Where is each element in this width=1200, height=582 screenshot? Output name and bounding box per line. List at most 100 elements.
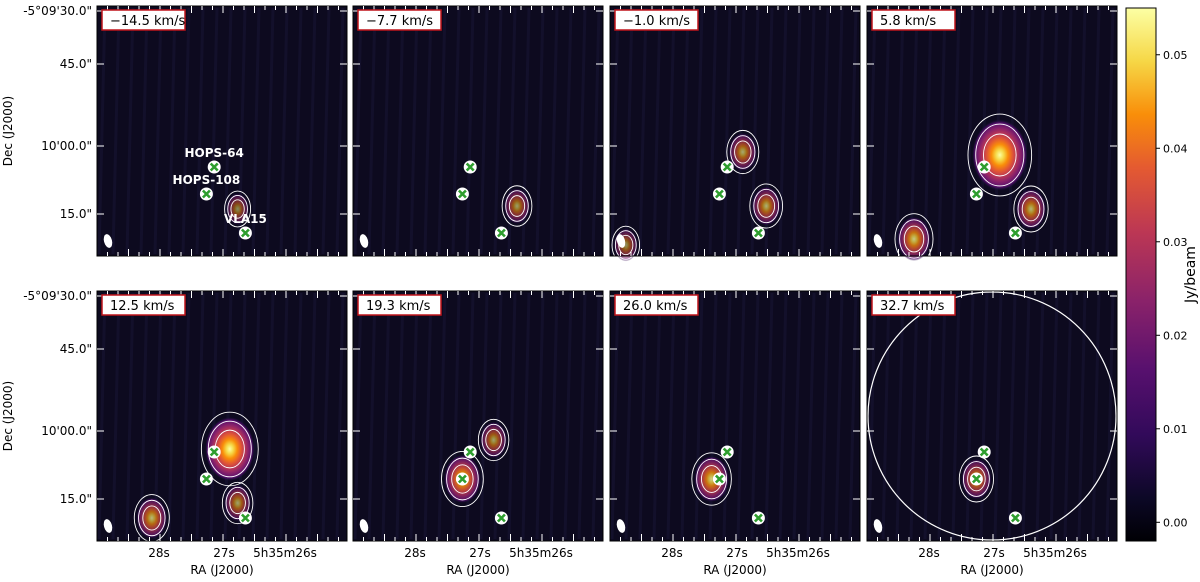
noise-stripe <box>638 292 648 540</box>
emission-blob <box>504 188 530 224</box>
x-tick-label: 5h35m26s <box>253 546 317 560</box>
noise-stripe <box>867 7 877 255</box>
noise-stripe <box>279 7 289 255</box>
emission-contour <box>967 466 986 492</box>
noise-stripe <box>624 7 634 255</box>
emission-contour <box>726 129 760 175</box>
emission-contour <box>477 418 510 462</box>
noise-stripe <box>848 292 858 540</box>
colorbar-tick-label: 0.05 <box>1163 49 1188 62</box>
channel-panel: 12.5 km/s -5°09'30.0" 45.0" 10'00.0" 15.0" De… <box>1 289 348 577</box>
source-label: VLA15 <box>224 212 267 226</box>
noise-stripe <box>591 7 601 255</box>
noise-stripe <box>111 7 121 255</box>
emission-contour <box>696 458 728 500</box>
noise-stripe <box>423 292 433 540</box>
emission-contour <box>225 486 250 520</box>
emission-blob <box>897 217 931 261</box>
noise-stripe <box>307 7 317 255</box>
noise-stripe <box>335 292 345 540</box>
source-marker-cross <box>457 189 467 199</box>
noise-stripe <box>139 7 149 255</box>
noise-stripe <box>736 7 746 255</box>
y-axis-label: Dec (J2000) <box>1 381 15 451</box>
source-label: HOPS-108 <box>173 173 241 187</box>
noise-stripe <box>979 292 989 540</box>
velocity-label-box <box>614 9 699 31</box>
noise-stripe <box>1007 292 1017 540</box>
noise-stripe <box>251 292 261 540</box>
noise-stripe <box>624 292 634 540</box>
panel-frame <box>609 290 861 542</box>
noise-stripe <box>381 292 391 540</box>
colorbar-gradient <box>1125 7 1157 542</box>
noise-stripe <box>923 292 933 540</box>
panel-frame <box>609 5 861 257</box>
noise-stripe <box>367 292 377 540</box>
noise-stripe <box>764 292 774 540</box>
noise-stripe <box>395 7 405 255</box>
y-tick-label: -5°09'30.0" <box>23 4 92 18</box>
noise-stripe <box>125 7 135 255</box>
emission-contour <box>734 140 752 164</box>
noise-stripe <box>465 7 475 255</box>
source-marker-cross <box>209 447 219 457</box>
velocity-label-box <box>357 294 442 316</box>
noise-stripe <box>951 292 961 540</box>
emission-blob <box>694 456 729 502</box>
primary-beam-circle <box>867 291 1117 541</box>
noise-stripe <box>209 7 219 255</box>
beam-ellipse <box>359 519 369 533</box>
source-marker-cross <box>979 447 989 457</box>
noise-stripe <box>479 7 489 255</box>
noise-stripe <box>535 292 545 540</box>
source-marker-cross <box>465 162 475 172</box>
velocity-label: 19.3 km/s <box>366 299 431 314</box>
x-axis-label: RA (J2000) <box>960 563 1023 577</box>
noise-stripe <box>965 7 975 255</box>
emission-contour <box>138 499 166 537</box>
source-label: HOPS-64 <box>185 146 244 160</box>
velocity-label: 32.7 km/s <box>880 299 945 314</box>
noise-stripe <box>1077 7 1087 255</box>
noise-stripe <box>507 292 517 540</box>
x-axis-label: RA (J2000) <box>190 563 253 577</box>
noise-stripe <box>694 7 704 255</box>
noise-stripe <box>909 7 919 255</box>
noise-stripe <box>834 292 844 540</box>
source-marker-cross <box>496 228 506 238</box>
noise-stripe <box>307 292 317 540</box>
colorbar-tick-label: 0.03 <box>1163 236 1188 249</box>
beam-ellipse <box>103 519 113 533</box>
y-tick-label: 15.0" <box>60 492 92 506</box>
noise-stripe <box>666 7 676 255</box>
velocity-label-box <box>357 9 442 31</box>
noise-stripe <box>1063 292 1073 540</box>
noise-stripe <box>321 292 331 540</box>
source-marker-cross <box>979 162 989 172</box>
noise-stripe <box>1063 7 1073 255</box>
emission-blob <box>751 186 781 226</box>
source-marker-cross <box>457 474 467 484</box>
noise-stripe <box>353 292 363 540</box>
noise-stripe <box>1105 292 1115 540</box>
noise-stripe <box>895 292 905 540</box>
x-tick-label: 28s <box>661 546 683 560</box>
emission-contour <box>1013 185 1049 233</box>
panel-frame <box>352 5 604 257</box>
noise-stripe <box>610 292 620 540</box>
noise-stripe <box>381 7 391 255</box>
beam-ellipse <box>616 519 626 533</box>
x-tick-label: 28s <box>148 546 170 560</box>
noise-stripe <box>806 292 816 540</box>
source-marker-cross <box>753 513 763 523</box>
noise-stripe <box>923 7 933 255</box>
emission-contour <box>983 133 1017 177</box>
noise-stripe <box>563 7 573 255</box>
velocity-label: −7.7 km/s <box>366 14 433 29</box>
noise-stripe <box>181 7 191 255</box>
noise-stripe <box>335 7 345 255</box>
